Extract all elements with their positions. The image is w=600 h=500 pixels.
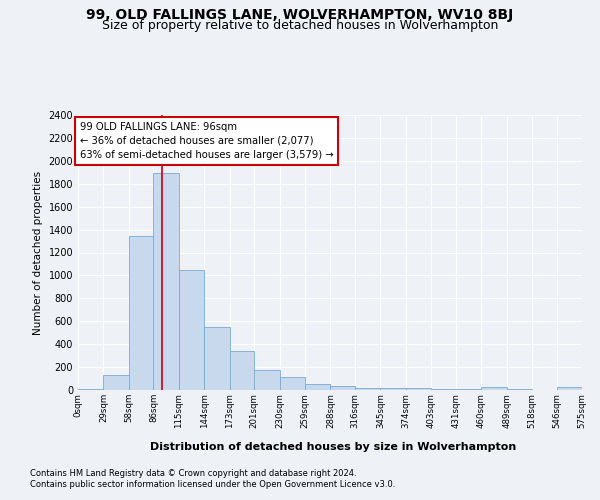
- Text: Contains HM Land Registry data © Crown copyright and database right 2024.: Contains HM Land Registry data © Crown c…: [30, 469, 356, 478]
- Bar: [380, 388, 406, 390]
- Bar: [78, 389, 103, 390]
- Bar: [254, 370, 280, 390]
- Bar: [103, 375, 129, 390]
- Bar: [129, 236, 154, 390]
- Y-axis label: Number of detached properties: Number of detached properties: [33, 170, 43, 334]
- Bar: [154, 174, 179, 390]
- Bar: [355, 388, 380, 390]
- Bar: [179, 270, 204, 390]
- Bar: [331, 386, 355, 390]
- Bar: [230, 351, 254, 390]
- Bar: [280, 378, 305, 390]
- Bar: [204, 327, 230, 390]
- Bar: [481, 386, 506, 390]
- Text: 99, OLD FALLINGS LANE, WOLVERHAMPTON, WV10 8BJ: 99, OLD FALLINGS LANE, WOLVERHAMPTON, WV…: [86, 8, 514, 22]
- Bar: [557, 386, 582, 390]
- Text: Size of property relative to detached houses in Wolverhampton: Size of property relative to detached ho…: [102, 19, 498, 32]
- Bar: [406, 388, 431, 390]
- Text: 99 OLD FALLINGS LANE: 96sqm
← 36% of detached houses are smaller (2,077)
63% of : 99 OLD FALLINGS LANE: 96sqm ← 36% of det…: [80, 122, 334, 160]
- Text: Distribution of detached houses by size in Wolverhampton: Distribution of detached houses by size …: [150, 442, 516, 452]
- Bar: [305, 384, 331, 390]
- Text: Contains public sector information licensed under the Open Government Licence v3: Contains public sector information licen…: [30, 480, 395, 489]
